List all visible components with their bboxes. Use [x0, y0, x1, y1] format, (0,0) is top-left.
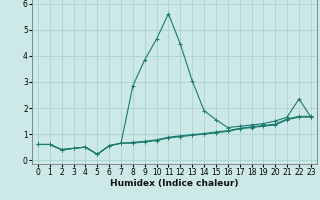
X-axis label: Humidex (Indice chaleur): Humidex (Indice chaleur) [110, 179, 239, 188]
